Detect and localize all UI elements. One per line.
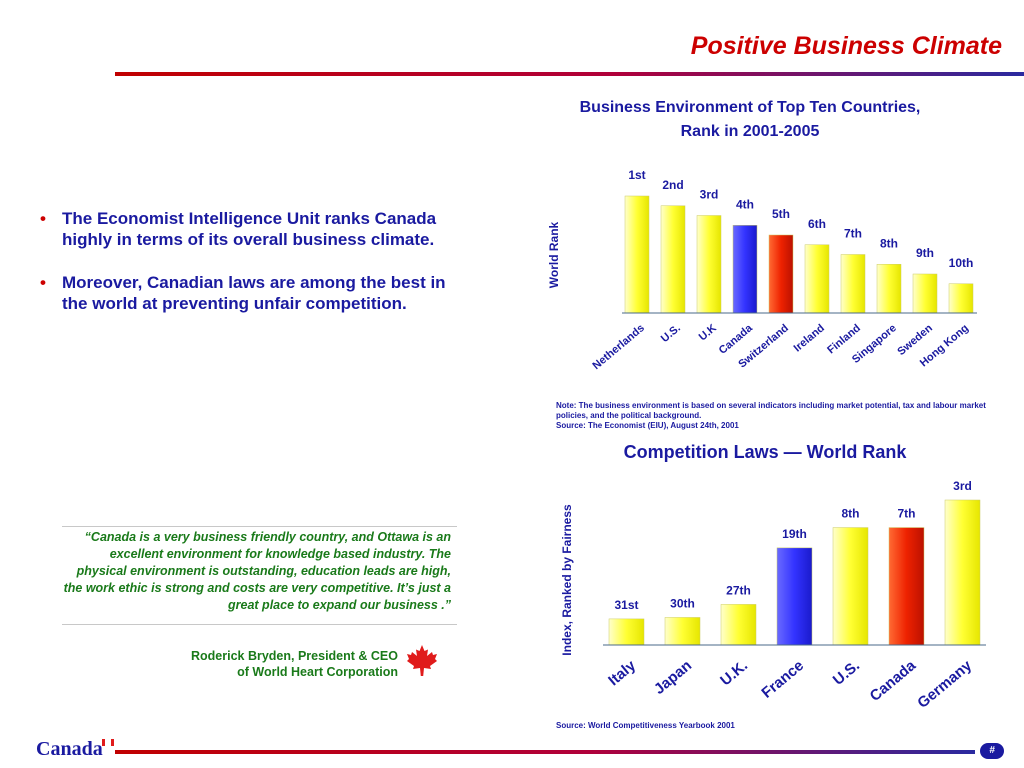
chart1-note-text: Note: The business environment is based … [556, 401, 986, 420]
chart2-bar [720, 604, 757, 646]
chart1-data-label: 10th [949, 256, 974, 270]
chart1-tick-label: U.S. [659, 322, 683, 345]
maple-leaf-icon [407, 645, 437, 676]
chart1-bar [624, 195, 650, 314]
chart2-tick-label: U.K. [717, 657, 751, 689]
chart1-title: Business Environment of Top Ten Countrie… [579, 99, 921, 140]
chart1-bar [840, 254, 866, 314]
chart2-data-label: 30th [670, 596, 695, 610]
chart1-tick-label: Finland [825, 322, 863, 356]
chart1-data-label: 4th [736, 197, 754, 211]
chart1-bar [660, 205, 686, 314]
chart1-bar [876, 264, 902, 314]
chart1-y-axis-label: World Rank [547, 221, 561, 288]
chart2-tick-label: Italy [605, 657, 639, 690]
chart1-tick-label: Canada [717, 322, 756, 357]
page-title: Positive Business Climate [690, 32, 1002, 60]
chart1-bar [912, 273, 938, 314]
chart1-tick-label: Switzerland [736, 322, 791, 370]
chart1-data-label: 6th [808, 217, 826, 231]
chart1-data-label: 3rd [700, 188, 719, 202]
footer-divider [115, 750, 975, 754]
chart1-data-label: 9th [916, 246, 934, 260]
chart2-tick-label: Germany [914, 657, 975, 712]
page-number-badge: # [980, 743, 1004, 759]
chart1-data-label: 7th [844, 227, 862, 241]
chart2-data-label: 3rd [953, 479, 972, 493]
chart1-tick-label: Sweden [895, 322, 935, 358]
chart2-y-axis-label: Index, Ranked by Fairness [560, 504, 574, 656]
chart1-data-label: 1st [628, 168, 645, 182]
bullet-text: The Economist Intelligence Unit ranks Ca… [62, 209, 437, 249]
chart1-bar [768, 234, 794, 314]
bullet-item: • Moreover, Canadian laws are among the b… [40, 272, 460, 314]
chart2-tick-label: U.S. [830, 657, 863, 689]
chart2-source: Source: World Competitiveness Yearbook 2… [556, 721, 735, 730]
chart2-tick-label: Canada [867, 657, 920, 705]
chart2-bar [888, 527, 925, 646]
chart2-bar [608, 618, 645, 646]
chart2-tick-label: Japan [651, 657, 695, 698]
chart1-bar [696, 215, 722, 314]
chart1-note: Note: The business environment is based … [556, 401, 996, 431]
chart1-bar [948, 283, 974, 314]
quote-author-company: of World Heart Corporation [237, 665, 398, 679]
chart1-tick-label: U.K [697, 322, 719, 343]
chart2-bar [832, 527, 869, 646]
chart1-source: Source: The Economist (EIU), August 24th… [556, 421, 739, 430]
chart2-data-label: 31st [614, 598, 638, 612]
bullet-item: • The Economist Intelligence Unit ranks C… [40, 208, 460, 250]
chart2-tick-label: France [758, 657, 807, 702]
chart2-bar [664, 617, 701, 646]
chart2-title: Competition Laws — World Rank [623, 442, 907, 462]
chart1-bar [804, 244, 830, 314]
chart2-data-label: 7th [898, 507, 916, 521]
bullet-text: Moreover, Canadian laws are among the be… [62, 273, 446, 313]
bullet-dot-icon: • [40, 273, 46, 292]
testimonial-quote: “Canada is a very business friendly coun… [62, 526, 457, 625]
chart2-bar [944, 499, 981, 646]
chart1-bar [732, 225, 758, 314]
chart1-tick-label: Hong Kong [918, 322, 971, 369]
chart1-tick-label: Netherlands [591, 322, 647, 372]
chart1-data-label: 8th [880, 236, 898, 250]
chart1-data-label: 5th [772, 207, 790, 221]
quote-author: Roderick Bryden, President & CEO of Worl… [120, 648, 398, 680]
canada-wordmark: Canada [36, 738, 103, 760]
chart1-tick-label: Ireland [792, 322, 827, 354]
chart2-data-label: 19th [782, 527, 807, 541]
chart1-data-label: 2nd [662, 178, 683, 192]
chart2-data-label: 8th [842, 507, 860, 521]
canada-flag-icon [102, 739, 114, 746]
chart1-tick-label: Singapore [850, 322, 899, 366]
header-divider [115, 72, 1024, 76]
quote-author-name: Roderick Bryden, President & CEO [190, 649, 398, 663]
chart2-bar [776, 547, 813, 646]
bullet-list: • The Economist Intelligence Unit ranks C… [40, 208, 460, 336]
bullet-dot-icon: • [40, 209, 46, 228]
chart2-data-label: 27th [726, 583, 751, 597]
